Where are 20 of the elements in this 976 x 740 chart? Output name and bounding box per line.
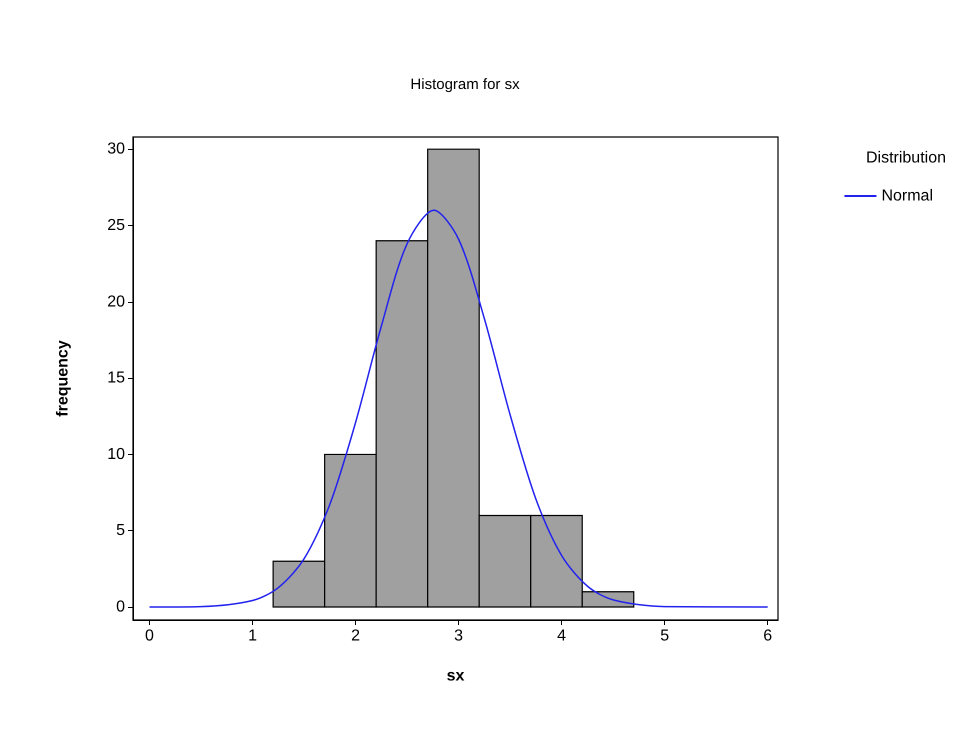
y-tick-label: 0 [116,598,126,616]
x-tick-label: 1 [248,628,258,644]
y-tick-label: 15 [107,370,126,387]
x-axis-title: sx [446,668,464,684]
x-tick-label: 2 [351,628,360,644]
legend-title: Distribution [866,150,946,166]
x-tick-label: 6 [763,628,772,644]
y-tick-label: 10 [107,446,126,463]
x-tick-label: 3 [454,628,464,644]
x-tick-label: 5 [660,628,670,644]
y-tick-label: 30 [107,140,126,158]
y-tick-label: 25 [107,217,126,234]
x-tick-label: 0 [145,628,154,644]
y-tick-label: 5 [116,522,126,540]
y-tick-label: 20 [107,293,126,310]
chart-title: Histogram for sx [410,76,520,93]
legend-label: Normal [881,188,933,204]
x-tick-label: 4 [557,628,566,644]
y-axis-title: frequency [54,340,72,417]
line-series [148,210,768,608]
